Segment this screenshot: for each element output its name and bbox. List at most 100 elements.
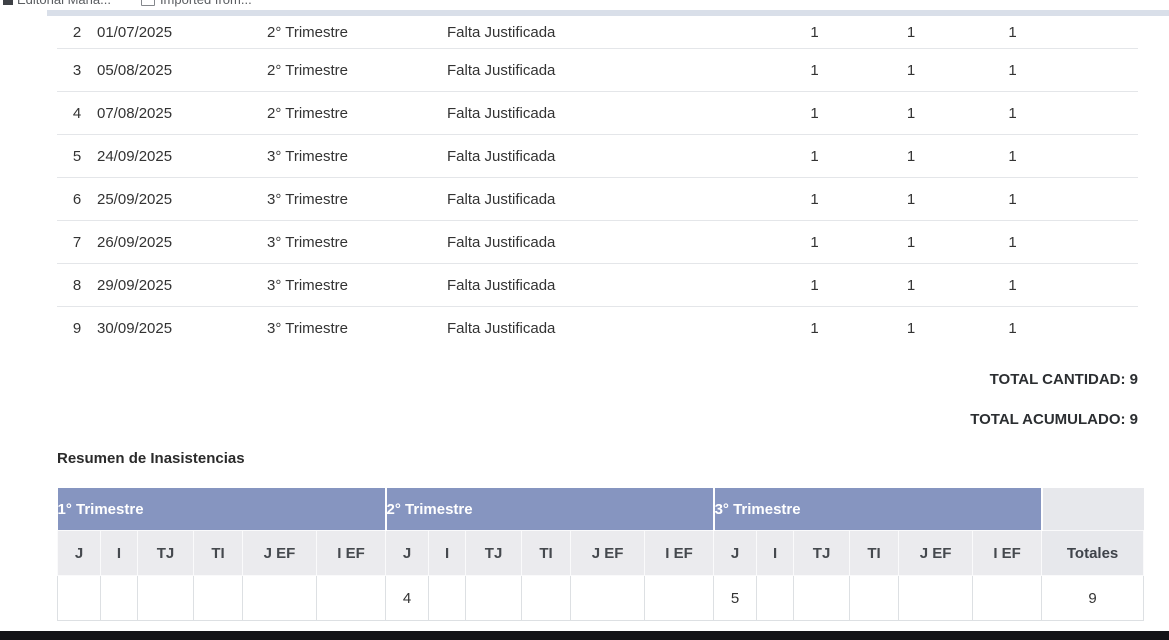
trimester-2-header: 2° Trimestre	[385, 488, 715, 531]
count-cell: 1	[862, 48, 960, 92]
absence-type-cell: Falta Justificada	[447, 263, 767, 307]
summary-group-header-row: 1° Trimestre 2° Trimestre 3° Trimestre	[57, 488, 1144, 531]
col-header: I EF	[972, 530, 1043, 576]
count-cell: 1	[906, 319, 916, 337]
trimester-cell: 3° Trimestre	[267, 319, 349, 337]
value-cell	[898, 575, 974, 621]
trimester-cell: 2° Trimestre	[267, 48, 447, 92]
trimester-cell: 3° Trimestre	[267, 177, 447, 221]
date-cell: 05/08/2025	[97, 48, 267, 92]
table-row: 7 26/09/2025 3° Trimestre Falta Justific…	[57, 220, 1138, 264]
col-header: J EF	[898, 530, 974, 576]
value-cell	[793, 575, 851, 621]
empty-cell	[1065, 307, 1138, 350]
empty-cell	[1065, 91, 1138, 135]
value-cell	[570, 575, 646, 621]
empty-cell	[1065, 134, 1138, 178]
date-cell: 26/09/2025	[97, 220, 267, 264]
value-cell	[315, 575, 387, 621]
value-cell	[756, 575, 795, 621]
value-cell	[521, 575, 572, 621]
col-header: I EF	[644, 530, 715, 576]
col-header: J	[385, 530, 430, 576]
value-cell	[428, 575, 467, 621]
bottom-dark-bar	[0, 631, 1169, 640]
date-cell: 25/09/2025	[97, 177, 267, 221]
count-cell: 1	[862, 220, 960, 264]
date-cell: 30/09/2025	[97, 319, 173, 337]
row-number-cell: 6	[57, 177, 97, 221]
value-cell	[137, 575, 194, 621]
value-cell	[100, 575, 138, 621]
table-row: 4 07/08/2025 2° Trimestre Falta Justific…	[57, 91, 1138, 135]
trimester-cell: 3° Trimestre	[267, 134, 447, 178]
value-cell	[972, 575, 1043, 621]
count-cell: 1	[960, 177, 1065, 221]
count-cell: 1	[1008, 319, 1017, 337]
value-cell	[57, 575, 101, 621]
bookmark-label: Editorial Mana...	[17, 0, 111, 8]
count-cell: 1	[862, 134, 960, 178]
bookmark-folder-label: Imported from...	[160, 0, 252, 8]
summary-subheader-row: J I TJ TI J EF I EF J I TJ TI J EF I EF …	[57, 530, 1145, 576]
total-cantidad-label: TOTAL CANTIDAD: 9	[989, 371, 1138, 388]
table-row: 5 24/09/2025 3° Trimestre Falta Justific…	[57, 134, 1138, 178]
absence-type-cell: Falta Justificada	[447, 220, 767, 264]
bookmarks-row: Editorial Mana... Imported from...	[0, 0, 1169, 8]
trimester-1-header: 1° Trimestre	[57, 488, 387, 531]
table-row: 3 05/08/2025 2° Trimestre Falta Justific…	[57, 48, 1138, 92]
absence-type-cell: Falta Justificada	[447, 91, 767, 135]
count-cell: 1	[960, 134, 1065, 178]
table-header-strip	[47, 10, 1169, 16]
count-cell: 1	[862, 263, 960, 307]
col-header: J	[713, 530, 758, 576]
total-acumulado-label: TOTAL ACUMULADO: 9	[970, 411, 1138, 428]
col-header: J	[57, 530, 101, 576]
count-cell: 1	[767, 177, 862, 221]
count-cell: 1	[767, 134, 862, 178]
summary-table: 1° Trimestre 2° Trimestre 3° Trimestre J…	[57, 488, 1145, 621]
bookmark-folder-imported[interactable]: Imported from...	[140, 0, 252, 8]
table-row: 9 30/09/2025 3° Trimestre Falta Justific…	[57, 307, 1138, 350]
count-cell: 1	[862, 16, 960, 49]
count-cell: 1	[960, 91, 1065, 135]
date-cell: 07/08/2025	[97, 91, 267, 135]
absence-type-cell: Falta Justificada	[447, 177, 767, 221]
date-cell: 29/09/2025	[97, 263, 267, 307]
trimester-cell: 2° Trimestre	[267, 91, 447, 135]
count-cell: 1	[960, 48, 1065, 92]
count-cell: 1	[960, 220, 1065, 264]
count-cell: 1	[767, 263, 862, 307]
count-cell: 1	[767, 48, 862, 92]
trimester-cell: 2° Trimestre	[267, 16, 447, 49]
totales-header: Totales	[1041, 530, 1145, 576]
value-cell	[644, 575, 715, 621]
count-cell: 1	[960, 16, 1065, 49]
count-cell: 1	[767, 91, 862, 135]
summary-title: Resumen de Inasistencias	[57, 450, 245, 467]
row-number-cell: 4	[57, 91, 97, 135]
col-header: I	[428, 530, 467, 576]
empty-cell	[1065, 16, 1138, 49]
summary-values-row: 4 5 9	[57, 575, 1145, 621]
date-cell: 01/07/2025	[97, 16, 267, 49]
count-cell: 1	[862, 91, 960, 135]
table-row: 6 25/09/2025 3° Trimestre Falta Justific…	[57, 177, 1138, 221]
col-header: TJ	[793, 530, 851, 576]
value-cell	[465, 575, 523, 621]
row-number-cell: 3	[57, 48, 97, 92]
row-number-cell: 5	[57, 134, 97, 178]
trimester-cell: 3° Trimestre	[267, 263, 447, 307]
absence-type-cell: Falta Justificada	[447, 319, 556, 337]
col-header: TJ	[465, 530, 523, 576]
value-cell: 4	[385, 575, 430, 621]
bookmarks-bar: Editorial Mana... Imported from...	[0, 0, 1169, 8]
bookmark-editorial[interactable]: Editorial Mana...	[3, 0, 111, 8]
totales-value-cell: 9	[1041, 575, 1145, 621]
empty-cell	[1065, 177, 1138, 221]
absence-type-cell: Falta Justificada	[447, 134, 767, 178]
value-cell	[193, 575, 243, 621]
table-row: 8 29/09/2025 3° Trimestre Falta Justific…	[57, 263, 1138, 307]
row-number-cell: 2	[57, 16, 97, 49]
